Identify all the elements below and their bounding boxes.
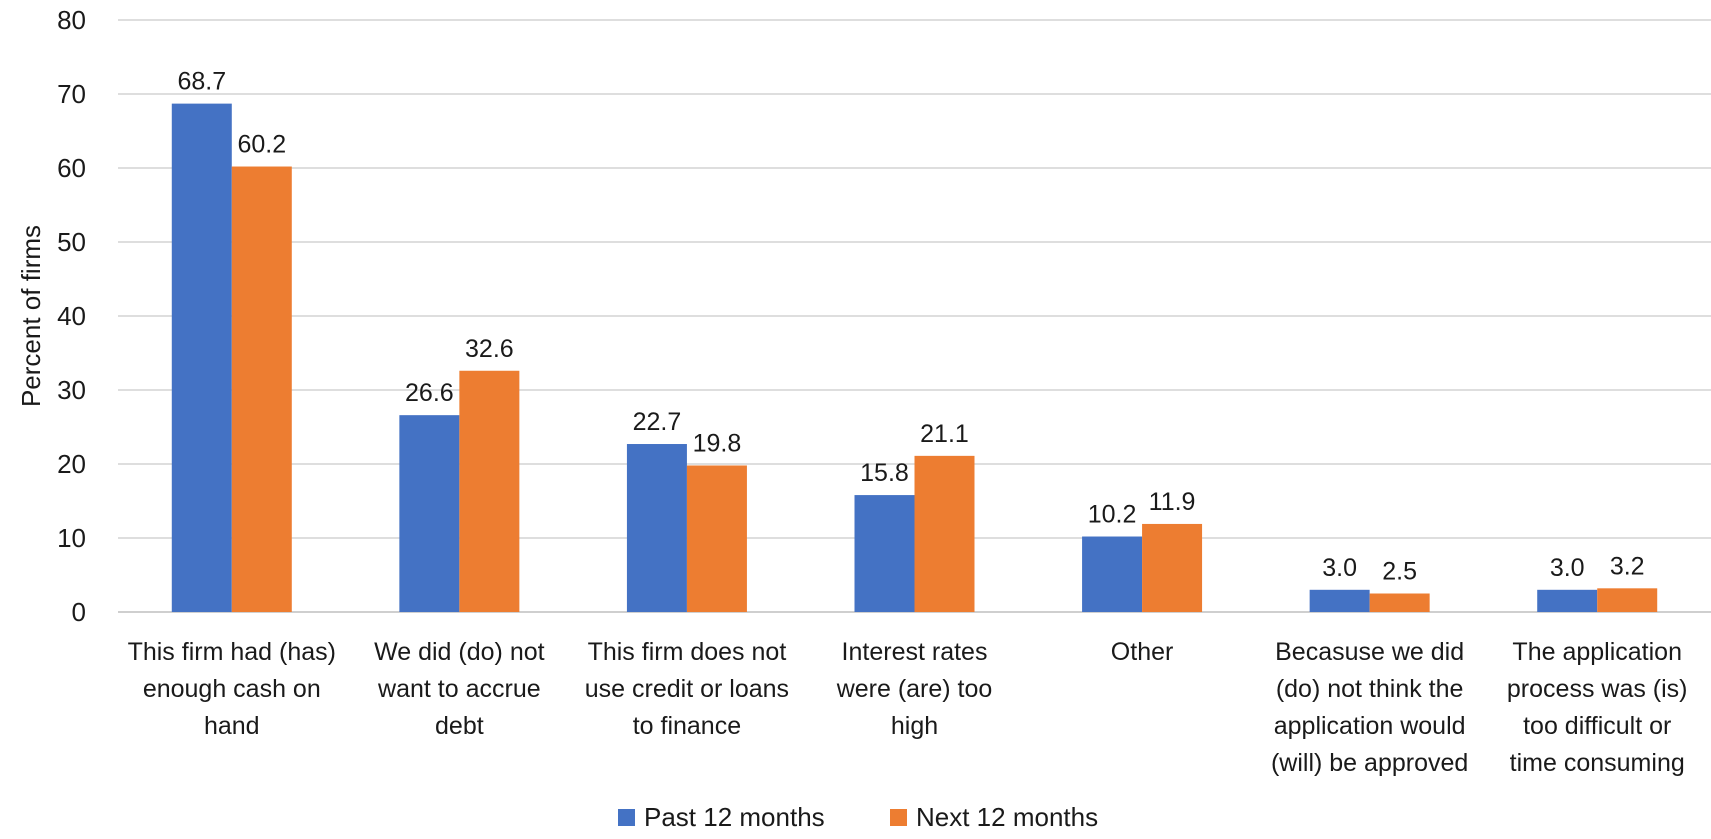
x-tick-label: Interest rates xyxy=(842,638,988,666)
data-label: 60.2 xyxy=(237,131,286,159)
y-axis-ticks: 0 10 20 30 40 50 60 70 80 xyxy=(57,5,86,627)
y-tick-label: 50 xyxy=(57,227,86,257)
data-label: 3.0 xyxy=(1322,554,1357,582)
x-tick-label: want to accrue xyxy=(377,675,541,703)
bar-past-3 xyxy=(626,444,687,612)
legend-swatch-next xyxy=(890,809,907,826)
x-tick-label: (do) not think the xyxy=(1276,675,1464,703)
data-label: 26.6 xyxy=(405,379,454,407)
data-label: 22.7 xyxy=(633,408,682,436)
y-tick-label: 40 xyxy=(57,301,86,331)
gridlines xyxy=(118,19,1711,613)
y-tick-label: 70 xyxy=(57,79,86,109)
x-tick-label: enough cash on xyxy=(143,675,321,703)
data-label: 2.5 xyxy=(1382,558,1417,586)
bar-past-4 xyxy=(854,495,915,612)
data-label: 3.0 xyxy=(1550,554,1585,582)
bar-next-7 xyxy=(1597,588,1658,612)
legend-label-past: Past 12 months xyxy=(644,802,825,832)
legend-label-next: Next 12 months xyxy=(916,802,1098,832)
x-tick-label: This firm had (has) xyxy=(128,638,336,666)
data-label: 10.2 xyxy=(1088,501,1137,529)
bar-next-5 xyxy=(1142,523,1203,612)
x-tick-label: hand xyxy=(204,712,260,740)
bar-past-1 xyxy=(171,103,232,613)
x-tick-label: This firm does not xyxy=(588,638,787,666)
x-tick-label: Becasuse we did xyxy=(1275,638,1464,666)
y-tick-label: 30 xyxy=(57,375,86,405)
bar-next-4 xyxy=(914,455,975,612)
legend-swatch-past xyxy=(618,809,635,826)
x-axis-labels: This firm had (has) enough cash on hand We … xyxy=(128,638,1688,777)
x-tick-label: use credit or loans xyxy=(585,675,789,703)
y-tick-label: 0 xyxy=(72,597,86,627)
bar-past-2 xyxy=(399,415,460,612)
bars xyxy=(171,103,1658,613)
y-tick-label: 10 xyxy=(57,523,86,553)
legend: Past 12 months Next 12 months xyxy=(618,802,1098,832)
x-tick-label: application would xyxy=(1274,712,1466,740)
bar-past-5 xyxy=(1082,536,1143,612)
x-tick-label: The application xyxy=(1512,638,1682,666)
bar-next-6 xyxy=(1369,593,1430,612)
x-tick-label: too difficult or xyxy=(1523,712,1671,740)
x-tick-label: time consuming xyxy=(1510,749,1685,777)
y-axis-title: Percent of firms xyxy=(16,225,46,407)
x-tick-label: high xyxy=(891,712,938,740)
x-tick-label: Other xyxy=(1111,638,1174,666)
data-label: 19.8 xyxy=(693,429,742,457)
y-tick-label: 80 xyxy=(57,5,86,35)
x-tick-label: We did (do) not xyxy=(374,638,545,666)
data-label: 21.1 xyxy=(920,420,969,448)
data-label: 32.6 xyxy=(465,335,514,363)
x-tick-label: process was (is) xyxy=(1507,675,1688,703)
x-tick-label: to finance xyxy=(633,712,741,740)
x-tick-label: were (are) too xyxy=(836,675,993,703)
x-tick-label: (will) be approved xyxy=(1271,749,1468,777)
bar-next-2 xyxy=(459,370,520,612)
bar-next-1 xyxy=(231,166,292,612)
data-label: 68.7 xyxy=(177,68,226,96)
data-labels: 68.7 60.2 26.6 32.6 22.7 19.8 15.8 21.1 10.2 11.9… xyxy=(177,68,1644,586)
data-label: 3.2 xyxy=(1610,552,1645,580)
y-tick-label: 20 xyxy=(57,449,86,479)
data-label: 15.8 xyxy=(860,459,909,487)
bar-past-7 xyxy=(1537,589,1598,612)
bar-next-3 xyxy=(686,465,747,612)
data-label: 11.9 xyxy=(1149,488,1196,516)
y-tick-label: 60 xyxy=(57,153,86,183)
x-tick-label: debt xyxy=(435,712,484,740)
bar-past-6 xyxy=(1309,589,1370,612)
